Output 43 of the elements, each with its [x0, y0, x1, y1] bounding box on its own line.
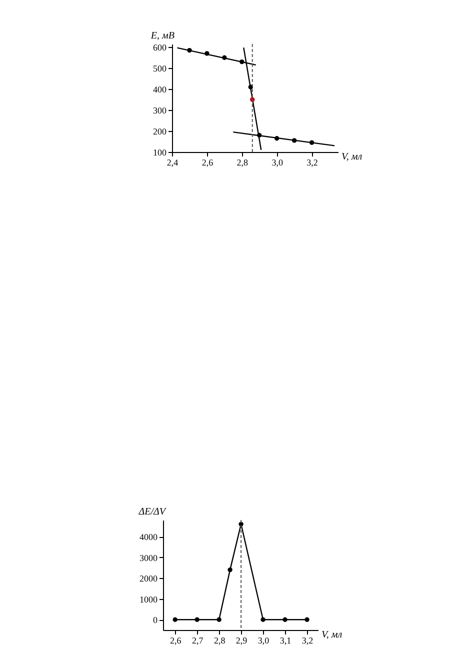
point — [222, 55, 227, 60]
y-tick-label: 400 — [153, 84, 167, 95]
x-tick-label: 2,8 — [236, 158, 249, 168]
y-tick-label: 200 — [153, 126, 167, 137]
x-tick-label: 3,2 — [306, 158, 318, 168]
point — [274, 136, 280, 141]
x-tick-label: 3,0 — [272, 158, 284, 168]
y-tick-label: 100 — [153, 148, 167, 158]
x-tick-label: 2,4 — [166, 158, 179, 168]
y-tick-label: 3000 — [140, 552, 158, 563]
point — [172, 617, 178, 622]
y-tick-label: 0 — [153, 615, 158, 626]
point — [260, 617, 266, 622]
x-tick-label: 3,0 — [258, 636, 270, 646]
point — [228, 567, 232, 572]
point — [309, 140, 314, 145]
x-tick-label: 3,1 — [280, 636, 292, 646]
y-tick-label: 600 — [153, 42, 167, 53]
point — [292, 138, 297, 143]
x-axis-title: V, мл — [342, 152, 363, 162]
x-axis-title: V, мл — [322, 630, 343, 640]
point — [304, 617, 310, 622]
point — [257, 132, 262, 138]
y-tick-label: 500 — [153, 64, 167, 74]
y-axis-title: ΔE/ΔV — [138, 506, 168, 518]
point — [216, 617, 222, 622]
point — [248, 84, 253, 90]
point — [282, 617, 288, 622]
x-tick-label: 2,6 — [170, 636, 182, 646]
y-tick-label: 300 — [153, 106, 167, 116]
y-tick-label: 1000 — [140, 594, 158, 604]
y-axis-title: E, мВ — [150, 30, 174, 42]
x-tick-label: 2,9 — [236, 636, 248, 646]
point — [204, 51, 210, 56]
x-tick-label: 2,7 — [192, 636, 204, 646]
x-tick-label: 3,2 — [302, 636, 314, 646]
x-tick-label: 2,8 — [214, 636, 226, 646]
y-tick-label: 4000 — [140, 532, 158, 542]
point — [187, 48, 192, 53]
y-tick-label: 2000 — [140, 574, 158, 584]
x-tick-label: 2,6 — [202, 158, 214, 168]
point — [194, 617, 200, 622]
point — [240, 59, 244, 64]
